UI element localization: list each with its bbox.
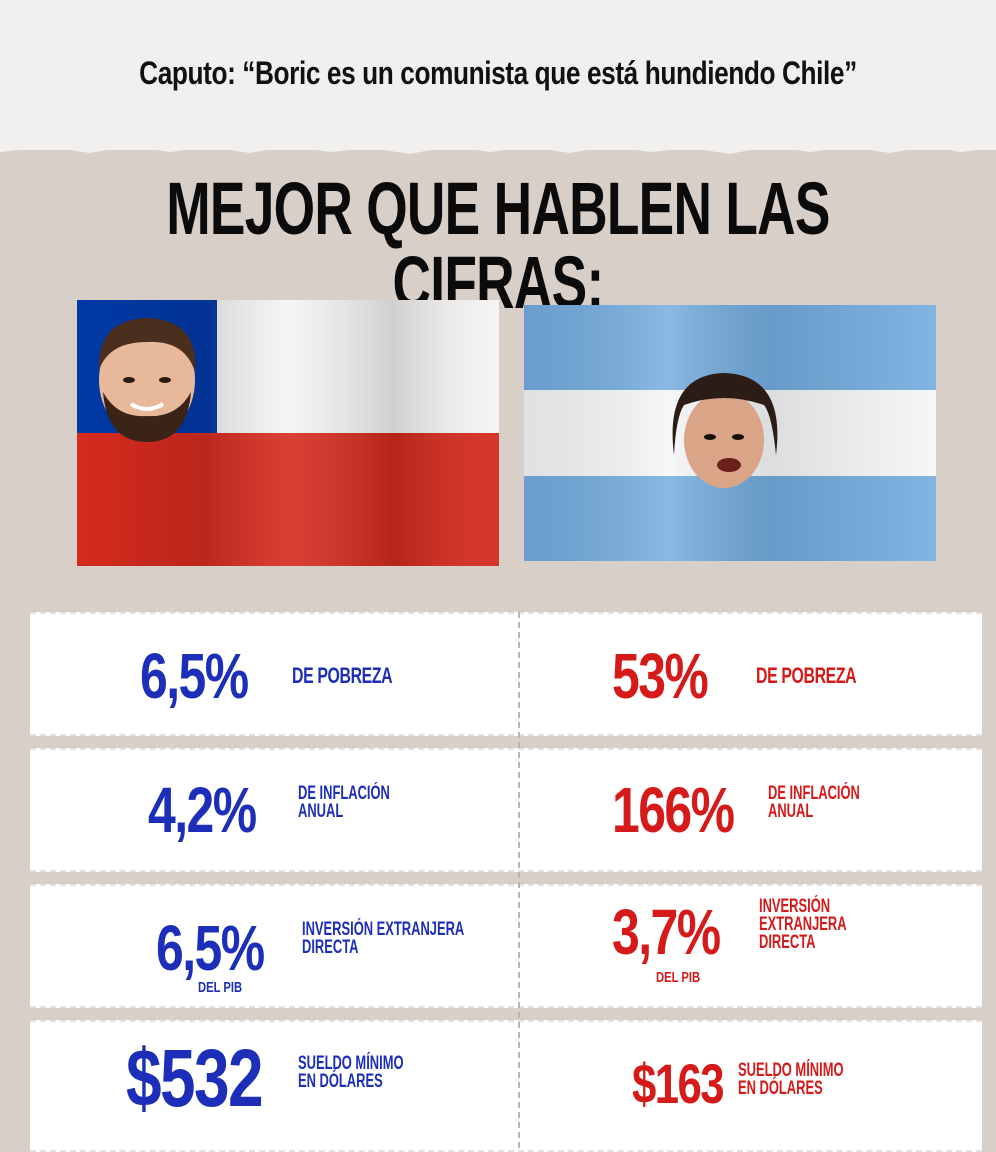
header-paper bbox=[0, 0, 996, 150]
chile-poverty-value: 6,5% bbox=[140, 640, 249, 712]
argentina-inflation-stat: 166% DE INFLACIÓN ANUAL bbox=[612, 778, 903, 842]
boric-face-icon bbox=[98, 318, 196, 442]
chile-poverty-stat: 6,5% DE POBREZA bbox=[140, 644, 431, 708]
argentina-poverty-label: DE POBREZA bbox=[756, 663, 857, 688]
chile-wage-stat: $532 SUELDO MÍNIMO EN DÓLARES bbox=[126, 1038, 453, 1120]
chile-investment-sub: DEL PIB bbox=[198, 979, 243, 996]
stats-row-inflation bbox=[30, 748, 982, 872]
argentina-investment-label: INVERSIÓN EXTRANJERA DIRECTA bbox=[759, 895, 847, 954]
stats-row-poverty bbox=[30, 612, 982, 736]
argentina-flag bbox=[524, 305, 936, 561]
chile-inflation-value: 4,2% bbox=[148, 774, 257, 846]
chile-poverty-label: DE POBREZA bbox=[292, 663, 393, 688]
chile-inflation-stat: 4,2% DE INFLACIÓN ANUAL bbox=[148, 778, 433, 842]
argentina-wage-label: SUELDO MÍNIMO EN DÓLARES bbox=[738, 1059, 844, 1099]
stats-row-wage bbox=[30, 1020, 982, 1152]
argentina-wage-stat: $163 SUELDO MÍNIMO EN DÓLARES bbox=[632, 1056, 893, 1112]
argentina-investment-stat: 3,7% INVERSIÓN EXTRANJERA DIRECTA bbox=[612, 895, 996, 968]
chile-wage-value: $532 bbox=[126, 1033, 264, 1124]
milei-face-icon bbox=[672, 373, 778, 488]
quote-subtitle: Caputo: “Boric es un comunista que está … bbox=[139, 55, 857, 91]
argentina-inflation-value: 166% bbox=[612, 774, 735, 846]
page-headline: MEJOR QUE HABLEN LAS CIFRAS: bbox=[166, 167, 830, 324]
argentina-poverty-stat: 53% DE POBREZA bbox=[612, 644, 895, 708]
argentina-investment-sub: DEL PIB bbox=[656, 969, 701, 986]
column-divider bbox=[518, 612, 520, 1148]
torn-paper-edge bbox=[0, 140, 996, 154]
argentina-wage-value: $163 bbox=[632, 1052, 724, 1115]
chile-investment-label: INVERSIÓN EXTRANJERA DIRECTA bbox=[302, 918, 465, 958]
chile-wage-label: SUELDO MÍNIMO EN DÓLARES bbox=[298, 1052, 404, 1092]
chile-inflation-label: DE INFLACIÓN ANUAL bbox=[298, 782, 390, 822]
chile-investment-stat: 6,5% INVERSIÓN EXTRANJERA DIRECTA bbox=[156, 916, 541, 980]
stats-row-investment bbox=[30, 884, 982, 1008]
chile-flag bbox=[77, 300, 499, 566]
argentina-poverty-value: 53% bbox=[612, 640, 709, 712]
argentina-inflation-label: DE INFLACIÓN ANUAL bbox=[768, 782, 860, 822]
chile-investment-value: 6,5% bbox=[156, 912, 265, 984]
argentina-investment-value: 3,7% bbox=[612, 896, 721, 968]
